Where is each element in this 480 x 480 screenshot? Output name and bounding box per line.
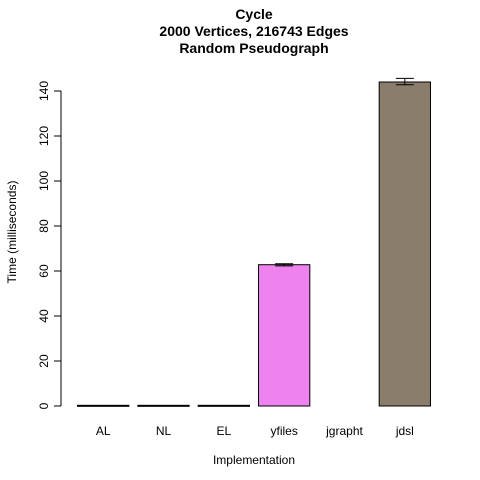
x-tick-label: AL [96, 424, 111, 438]
bar-nl [137, 404, 190, 407]
x-tick-label: jgrapht [325, 424, 363, 438]
y-tick-label: 100 [37, 171, 51, 191]
y-tick-label: 20 [37, 354, 51, 368]
y-tick-label: 140 [37, 81, 51, 101]
error-bar-jdsl [395, 77, 414, 86]
y-axis-title: Time (milliseconds) [5, 181, 19, 284]
bar-el [197, 404, 250, 407]
x-tick-label: EL [216, 424, 231, 438]
y-axis: 0 20 40 60 80 100 120 140 [37, 81, 62, 409]
y-tick-label: 60 [37, 264, 51, 278]
x-tick-label: NL [156, 424, 172, 438]
bars-group [77, 77, 431, 407]
error-bar-yfiles [275, 263, 294, 267]
y-tick-label: 40 [37, 309, 51, 323]
x-tick-labels: AL NL EL yfiles jgrapht jdsl [96, 424, 414, 438]
y-tick-label: 0 [37, 402, 51, 409]
chart-title-line-2: 2000 Vertices, 216743 Edges [159, 23, 348, 39]
bar-yfiles [258, 264, 311, 407]
y-tick-label: 80 [37, 219, 51, 233]
y-tick-label: 120 [37, 126, 51, 146]
x-axis-title: Implementation [213, 453, 295, 467]
chart-title-line-1: Cycle [235, 6, 273, 22]
bar-jdsl [378, 81, 431, 407]
x-tick-label: jdsl [395, 424, 414, 438]
bar-al [77, 404, 130, 407]
chart-title-line-3: Random Pseudograph [179, 40, 328, 56]
x-tick-label: yfiles [270, 424, 297, 438]
